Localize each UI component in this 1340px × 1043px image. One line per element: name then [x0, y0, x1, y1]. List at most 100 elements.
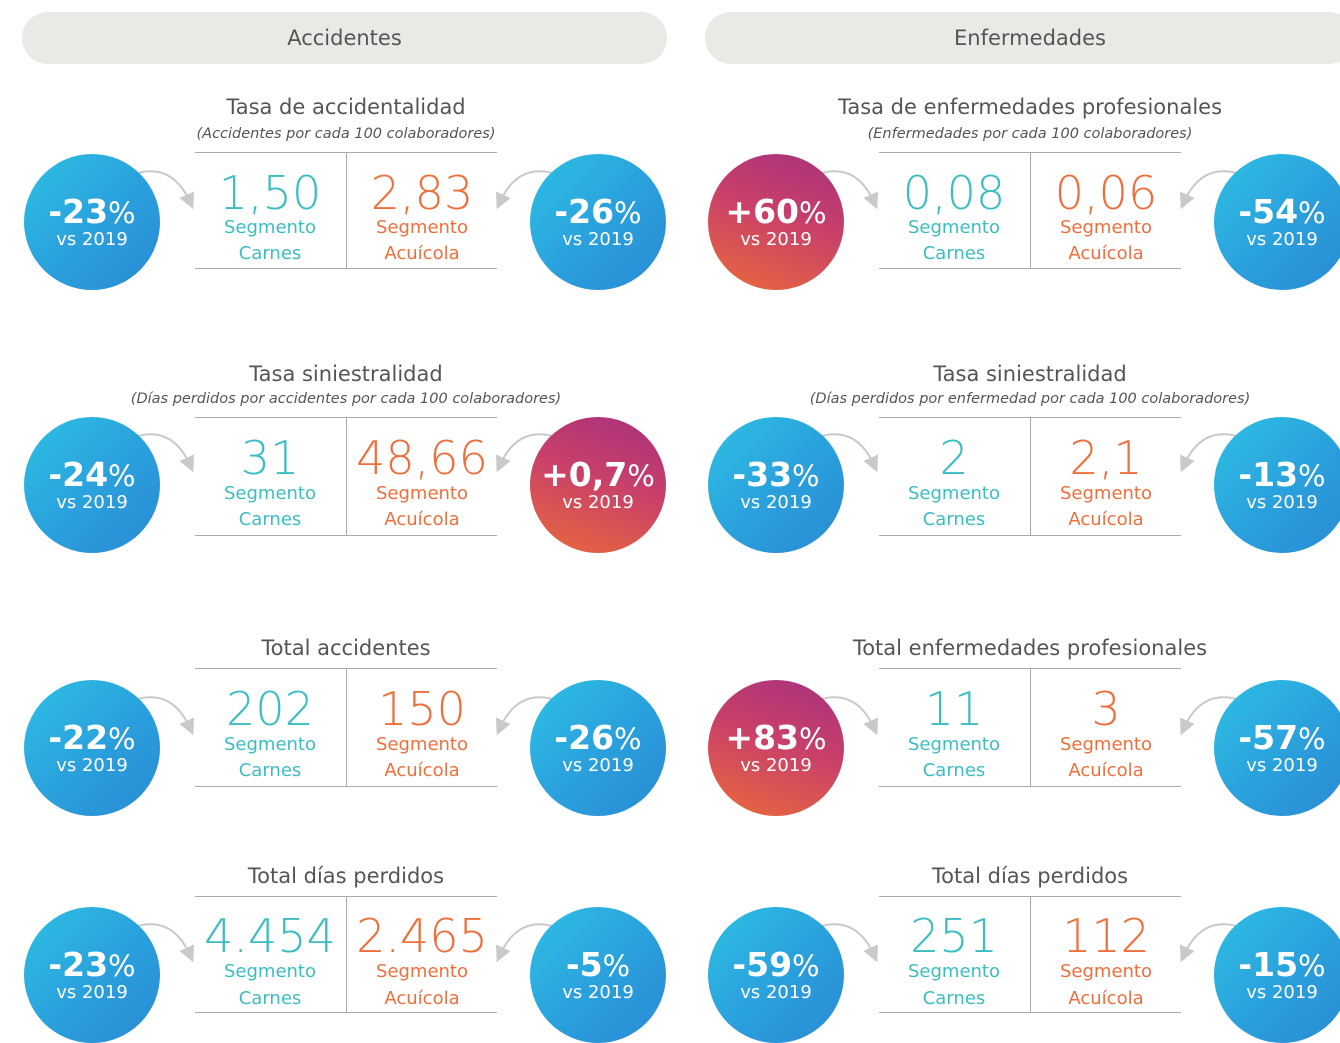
segment-label: Segmento — [223, 734, 317, 755]
segment-value: 112 — [1062, 909, 1150, 963]
badge-value: -13% — [1238, 458, 1325, 493]
segment-name: Acuícola — [384, 988, 460, 1009]
change-badge: -23% vs 2019 — [24, 154, 160, 290]
divider — [1030, 896, 1031, 1012]
badge-unit: % — [614, 721, 642, 756]
rule — [879, 1012, 1181, 1013]
badge-number: -5 — [565, 944, 603, 984]
arrow — [817, 170, 879, 210]
segment-value: 2.465 — [356, 909, 488, 963]
section-header: Enfermedades — [705, 12, 1340, 64]
badge-note: vs 2019 — [56, 981, 128, 1003]
arrow — [495, 923, 557, 963]
segment-label: Segmento — [223, 961, 317, 982]
badge-unit: % — [627, 458, 655, 493]
metric-title: Total días perdidos — [931, 864, 1129, 888]
arrow — [495, 696, 557, 736]
badge-value: -15% — [1238, 948, 1325, 983]
change-badge: -57% vs 2019 — [1214, 680, 1340, 816]
badge-unit: % — [792, 458, 820, 493]
badge-number: -59 — [732, 944, 793, 984]
arrow — [1179, 170, 1241, 210]
change-badge: -5% vs 2019 — [530, 907, 666, 1043]
section-header: Accidentes — [22, 12, 667, 64]
segment-label: Segmento — [907, 961, 1001, 982]
rule — [879, 786, 1181, 787]
segment-value: 2,83 — [370, 166, 474, 220]
divider — [346, 668, 347, 786]
badge-note: vs 2019 — [1246, 981, 1318, 1003]
badge-unit: % — [1298, 458, 1326, 493]
badge-number: -54 — [1238, 191, 1299, 231]
metric-subtitle: (Enfermedades por cada 100 colaboradores… — [867, 126, 1193, 142]
divider — [346, 896, 347, 1012]
segment-value: 11 — [924, 682, 984, 736]
arrow — [817, 433, 879, 473]
badge-note: vs 2019 — [56, 754, 128, 776]
change-badge: +0,7% vs 2019 — [530, 417, 666, 553]
divider — [346, 417, 347, 535]
badge-number: -23 — [48, 944, 109, 984]
badge-unit: % — [1298, 195, 1326, 230]
segment-name: Acuícola — [1068, 760, 1144, 781]
badge-value: -26% — [554, 195, 641, 230]
arrow — [817, 923, 879, 963]
change-badge: -13% vs 2019 — [1214, 417, 1340, 553]
change-badge: +60% vs 2019 — [708, 154, 844, 290]
badge-note: vs 2019 — [562, 981, 634, 1003]
change-badge: -33% vs 2019 — [708, 417, 844, 553]
rule — [195, 786, 497, 787]
segment-label: Segmento — [907, 217, 1001, 238]
arrow — [133, 433, 195, 473]
badge-number: -24 — [48, 454, 109, 494]
badge-unit: % — [1298, 948, 1326, 983]
badge-number: -57 — [1238, 717, 1299, 757]
badge-note: vs 2019 — [56, 491, 128, 513]
change-badge: -23% vs 2019 — [24, 907, 160, 1043]
badge-note: vs 2019 — [1246, 754, 1318, 776]
badge-number: +0,7 — [541, 454, 628, 494]
rule — [195, 268, 497, 269]
segment-label: Segmento — [223, 217, 317, 238]
badge-number: -23 — [48, 191, 109, 231]
metric-title: Tasa de accidentalidad — [226, 95, 466, 119]
metric-subtitle: (Días perdidos por enfermedad por cada 1… — [809, 391, 1251, 407]
badge-value: -54% — [1238, 195, 1325, 230]
badge-value: +60% — [725, 195, 826, 230]
badge-unit: % — [108, 721, 136, 756]
metric-subtitle: (Accidentes por cada 100 colaboradores) — [196, 126, 496, 142]
segment-name: Acuícola — [1068, 509, 1144, 530]
badge-note: vs 2019 — [562, 228, 634, 250]
badge-value: -26% — [554, 721, 641, 756]
metric-title: Total días perdidos — [247, 864, 445, 888]
arrow — [817, 696, 879, 736]
change-badge: -54% vs 2019 — [1214, 154, 1340, 290]
segment-value: 3 — [1091, 682, 1121, 736]
segment-value: 251 — [910, 909, 998, 963]
metric-title: Tasa siniestralidad — [933, 362, 1127, 386]
divider — [1030, 417, 1031, 535]
segment-name: Carnes — [922, 760, 986, 781]
segment-value: 2,1 — [1069, 431, 1143, 485]
rule — [879, 268, 1181, 269]
arrow — [133, 923, 195, 963]
badge-unit: % — [108, 458, 136, 493]
badge-value: +0,7% — [541, 458, 655, 493]
segment-label: Segmento — [907, 483, 1001, 504]
badge-value: -57% — [1238, 721, 1325, 756]
segment-label: Segmento — [375, 734, 469, 755]
change-badge: -24% vs 2019 — [24, 417, 160, 553]
metric-subtitle: (Días perdidos por accidentes por cada 1… — [130, 391, 562, 407]
badge-number: -15 — [1238, 944, 1299, 984]
segment-label: Segmento — [1059, 734, 1153, 755]
rule — [195, 535, 497, 536]
segment-label: Segmento — [223, 483, 317, 504]
badge-number: -22 — [48, 717, 109, 757]
change-badge: -15% vs 2019 — [1214, 907, 1340, 1043]
segment-name: Carnes — [238, 243, 302, 264]
segment-name: Acuícola — [384, 509, 460, 530]
rule — [195, 1012, 497, 1013]
metric-title: Total enfermedades profesionales — [852, 636, 1208, 660]
